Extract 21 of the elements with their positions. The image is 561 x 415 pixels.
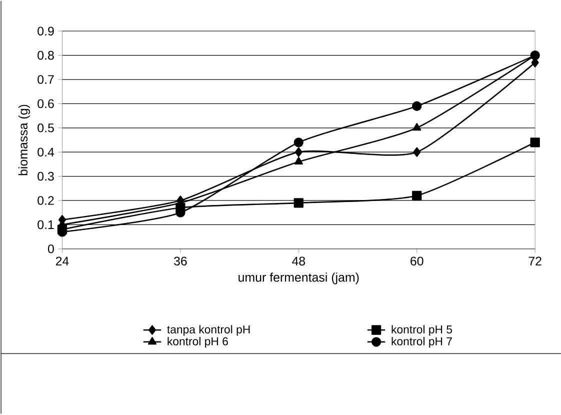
y-tick-label: 0.4 xyxy=(38,148,54,157)
y-tick-label: 0.1 xyxy=(38,220,54,230)
y-tick-label: 0.9 xyxy=(38,26,54,36)
y-tick-label: 0.2 xyxy=(38,196,54,205)
x-tick-label: 72 xyxy=(528,256,542,266)
y-tick-label: 0 xyxy=(48,244,54,254)
x-tick-label: 24 xyxy=(56,256,69,266)
legend-label: kontrol pH 6 xyxy=(168,337,228,348)
y-tick-label: 0.5 xyxy=(38,124,54,132)
y-tick-label: 0.6 xyxy=(38,99,54,108)
legend-label: kontrol pH 7 xyxy=(392,337,452,348)
y-tick-label: 0.3 xyxy=(38,172,54,181)
legend-label: tanpa kontrol pH xyxy=(167,325,250,336)
y-tick-label: 0.7 xyxy=(38,75,54,84)
x-tick-label: 48 xyxy=(292,256,306,266)
y-axis-title: biomassa (g) xyxy=(18,104,30,176)
y-tick-label: 0.8 xyxy=(38,51,54,60)
legend-label: kontrol pH 5 xyxy=(392,325,452,336)
x-axis-title: umur fermentasi (jam) xyxy=(238,272,359,284)
x-tick-label: 60 xyxy=(410,256,424,266)
x-tick-label: 36 xyxy=(174,256,187,266)
